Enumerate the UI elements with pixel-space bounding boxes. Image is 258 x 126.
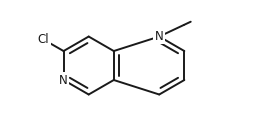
Text: Cl: Cl — [37, 33, 49, 46]
Text: N: N — [155, 30, 164, 43]
Text: N: N — [59, 73, 68, 87]
